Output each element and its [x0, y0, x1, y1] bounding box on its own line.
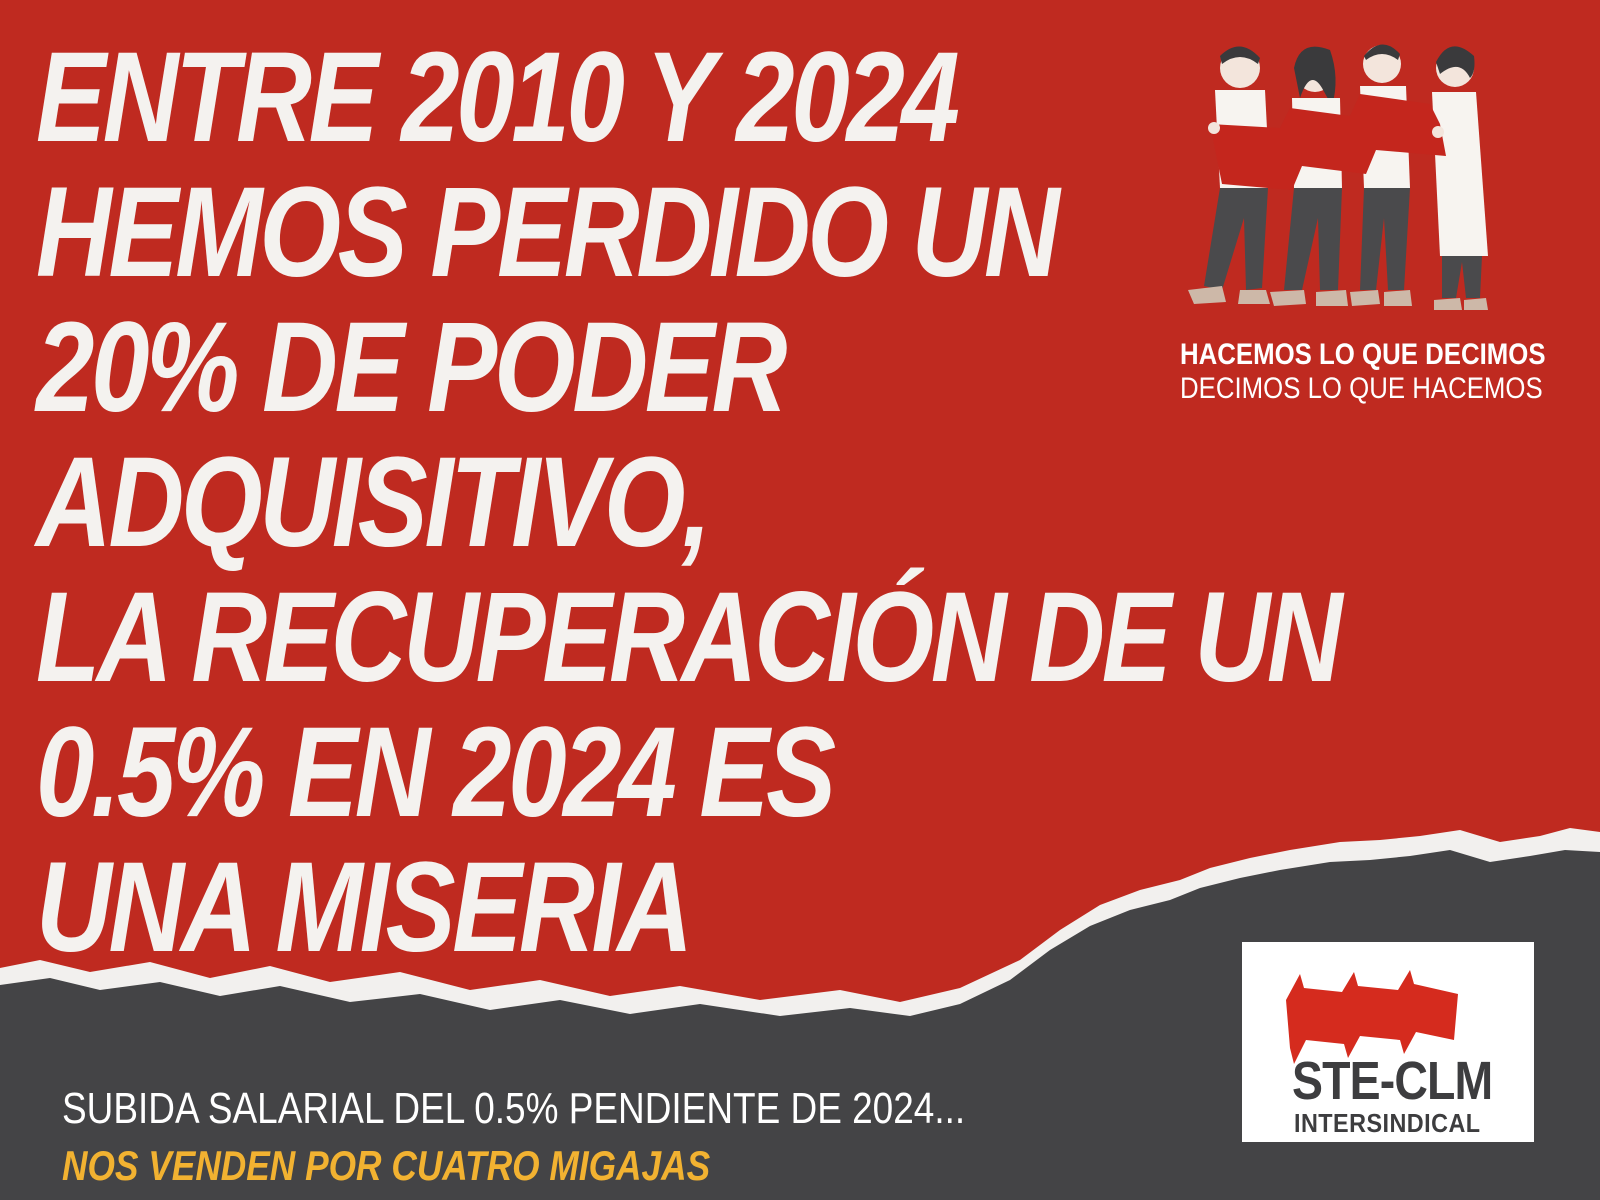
- headline-line-5: LA RECUPERACIÓN DE UN: [36, 566, 1343, 709]
- headline-line-6: 0.5% EN 2024 ES: [36, 701, 836, 844]
- protester-figure-4: [1432, 46, 1488, 310]
- logo-name: STE-CLM: [1292, 1051, 1493, 1111]
- slogan-line-1: HACEMOS LO QUE DECIMOS: [1180, 338, 1546, 371]
- headline: ENTRE 2010 Y 2024 HEMOS PERDIDO UN 20% D…: [36, 26, 1343, 979]
- footer-line-2: NOS VENDEN POR CUATRO MIGAJAS: [62, 1142, 711, 1189]
- footer-line-1: SUBIDA SALARIAL DEL 0.5% PENDIENTE DE 20…: [62, 1084, 966, 1133]
- protester-figure-3: [1350, 44, 1412, 306]
- red-banner: [1210, 94, 1446, 190]
- headline-line-1: ENTRE 2010 Y 2024: [36, 26, 960, 169]
- headline-line-7: UNA MISERIA: [36, 836, 693, 979]
- headline-line-4: ADQUISITIVO,: [36, 431, 711, 574]
- slogan-line-2: DECIMOS LO QUE HACEMOS: [1180, 372, 1543, 405]
- flag-icon: [1286, 970, 1458, 1064]
- protesters-illustration: [1188, 44, 1488, 310]
- ste-clm-logo: STE-CLM INTERSINDICAL: [1242, 942, 1534, 1142]
- headline-line-3: 20% DE PODER: [36, 296, 787, 439]
- slogan: HACEMOS LO QUE DECIMOS DECIMOS LO QUE HA…: [1180, 338, 1560, 406]
- headline-line-2: HEMOS PERDIDO UN: [36, 161, 1060, 304]
- logo-subtitle: INTERSINDICAL: [1294, 1108, 1481, 1138]
